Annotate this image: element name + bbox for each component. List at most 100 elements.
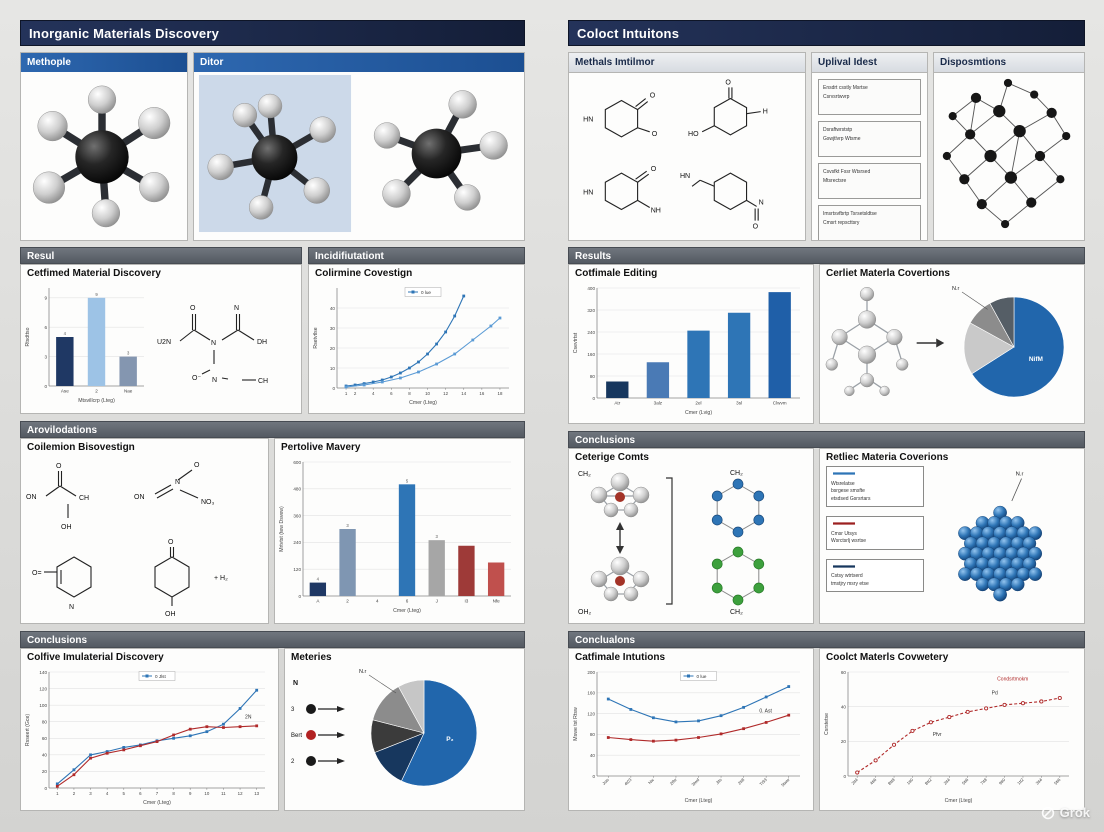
svg-text:1tt0: 1tt0	[906, 777, 915, 786]
meteries-panel: Meteries N 3 Bert 2 P₂ N.r	[284, 648, 525, 811]
svg-text:Rsetvtlse: Rsetvtlse	[313, 327, 319, 348]
svg-text:0: 0	[298, 594, 301, 599]
svg-text:9: 9	[189, 791, 192, 796]
chemical-structure-diagram: U2N O N N DH O⁻ N CH	[157, 305, 268, 385]
info-line: Gswjtlvrp Wtsme	[823, 135, 861, 142]
bond-lines	[604, 87, 761, 221]
chart-title: Pertolive Mavery	[281, 442, 361, 453]
chart-title: Cetfimed Material Discovery	[27, 268, 161, 279]
chart-title: Coolct Materls Covwetery	[826, 652, 949, 663]
row-dot	[306, 704, 316, 714]
legend-text: etsdsed Gsrsrtars	[831, 495, 871, 502]
methals-header: Methals Imtilmor	[569, 53, 805, 73]
atom-label: HN	[583, 117, 593, 124]
svg-text:60: 60	[42, 736, 48, 741]
svg-text:Jtts: Jtts	[715, 777, 723, 785]
svg-text:14: 14	[461, 391, 466, 396]
panel-title: Ceterige Comts	[575, 452, 649, 463]
atom-label: N	[759, 199, 764, 206]
svg-text:4t03: 4t03	[623, 777, 633, 787]
svg-text:Cmer (Lteg): Cmer (Lteg)	[945, 798, 973, 804]
resul-header: Resul	[27, 251, 55, 262]
svg-text:0 lue: 0 lue	[421, 290, 431, 295]
svg-text:4: 4	[372, 391, 375, 396]
svg-text:80: 80	[590, 374, 596, 379]
legend-line-sample	[833, 472, 855, 475]
atom-label: N	[234, 305, 239, 312]
bar-chart-material-discovery: 0 3 6 9 Mtsvillcrp (Lteg) Rtsdttso 4 Ase 9 2 3 Nae	[23, 280, 151, 404]
svg-text:Cmer (Lvig): Cmer (Lvig)	[685, 410, 712, 416]
svg-text:Rsseert (Gce): Rsseert (Gce)	[25, 714, 31, 747]
info-line: Cmsrt repscttsry	[823, 219, 860, 226]
svg-text:12: 12	[238, 791, 243, 796]
line-chart-covestign: 0 10 20 30 40 Cmer (Lteg) Rsetvtlse 1 2 4 6 8 10 12 14…	[311, 280, 516, 406]
line-chart-intutions: 0 40 80 120 160 200 Cmer (Lteg) Mswe tst Rtsw Js…	[571, 664, 807, 804]
info-box: Ensdrt csstly Msrtse Csrvsrtwvrp	[818, 79, 921, 115]
retliec-panel: Retliec Materia Coverions Wtsrelatse bsr…	[819, 448, 1085, 624]
ceterige-panel: Ceterige Comts	[568, 448, 814, 624]
results-section-bar: Results	[568, 247, 1085, 264]
svg-text:200: 200	[587, 670, 595, 675]
svg-text:20: 20	[330, 346, 336, 351]
svg-text:3: 3	[44, 354, 47, 359]
methods-header: Methople	[21, 53, 187, 72]
ditor-header: Ditor	[194, 53, 524, 72]
legend-text: Cmsr Utsys	[831, 530, 857, 537]
svg-text:6: 6	[390, 391, 393, 396]
svg-text:0: 0	[843, 774, 846, 779]
legend-column: Wtsrelatse bsrgese smsfte etsdsed Gsrsrt…	[822, 464, 924, 601]
svg-text:4tt6: 4tt6	[869, 777, 878, 786]
bracket	[666, 477, 673, 605]
svg-text:0: 0	[44, 384, 47, 389]
svg-text:I3: I3	[465, 599, 469, 604]
svg-text:0: 0	[592, 396, 595, 401]
atom-label: O	[168, 539, 174, 546]
svg-text:5: 5	[123, 791, 126, 796]
panel-title: Coilemion Bisovestign	[27, 442, 135, 453]
covertions-panel: Cerliet Materla Covertions	[819, 264, 1085, 424]
svg-text:2: 2	[73, 791, 76, 796]
svg-text:2el: 2el	[695, 401, 701, 406]
green-ring-nodes	[711, 546, 765, 606]
svg-text:2: 2	[346, 599, 349, 604]
svg-text:480: 480	[293, 487, 301, 492]
row-label: 3	[291, 707, 295, 713]
left-title: Inorganic Materials Discovery	[29, 26, 220, 41]
red-atom	[615, 492, 625, 502]
svg-text:3: 3	[346, 523, 349, 528]
svg-text:4: 4	[106, 791, 109, 796]
svg-text:3: 3	[436, 534, 439, 539]
svg-text:3twd: 3twd	[690, 777, 700, 787]
svg-text:9: 9	[95, 292, 98, 297]
svg-text:9: 9	[44, 296, 47, 301]
svg-text:7tt8: 7tt8	[979, 777, 988, 786]
svg-text:2tt4: 2tt4	[943, 777, 952, 786]
row-dot	[306, 730, 316, 740]
right-arrow-icon	[916, 338, 945, 348]
chemical-structures-grid: ON O CH OH ON N O NO₃ O= N O OH + H₂	[26, 462, 228, 618]
svg-text:0: 0	[592, 774, 595, 779]
conclusions-header: Conclusions	[575, 435, 636, 446]
svg-text:Tt93: Tt93	[758, 777, 768, 787]
chemical-structures-methods: HN O O O HO H HN O NH HN N O	[583, 79, 768, 230]
watermark-text: Grok	[1059, 805, 1090, 820]
right-title: Coloct Intuitons	[577, 26, 680, 41]
bond-lines	[179, 314, 256, 381]
atom-label: H	[763, 109, 768, 116]
resul-panel: Cetfimed Material Discovery 0 3 6 9 Mtsvillc…	[20, 264, 302, 414]
atom-labels: ON O CH OH ON N O NO₃ O= N O OH + H₂	[26, 462, 228, 618]
cluster-atoms	[590, 472, 650, 602]
conclusions-section-bar-left: Conclusions	[20, 631, 525, 648]
svg-text:10: 10	[425, 391, 430, 396]
atom-label: DH	[257, 339, 267, 346]
svg-text:240: 240	[293, 540, 301, 545]
svg-text:5tt6: 5tt6	[961, 777, 970, 786]
svg-text:1: 1	[56, 791, 59, 796]
svg-text:Atr: Atr	[614, 401, 620, 406]
svg-text:N.r: N.r	[952, 286, 960, 292]
conclusions-header: Conclusions	[27, 635, 88, 646]
svg-text:0: 0	[332, 386, 335, 391]
svg-text:Pfvr: Pfvr	[933, 732, 942, 738]
results-header: Results	[575, 251, 612, 262]
